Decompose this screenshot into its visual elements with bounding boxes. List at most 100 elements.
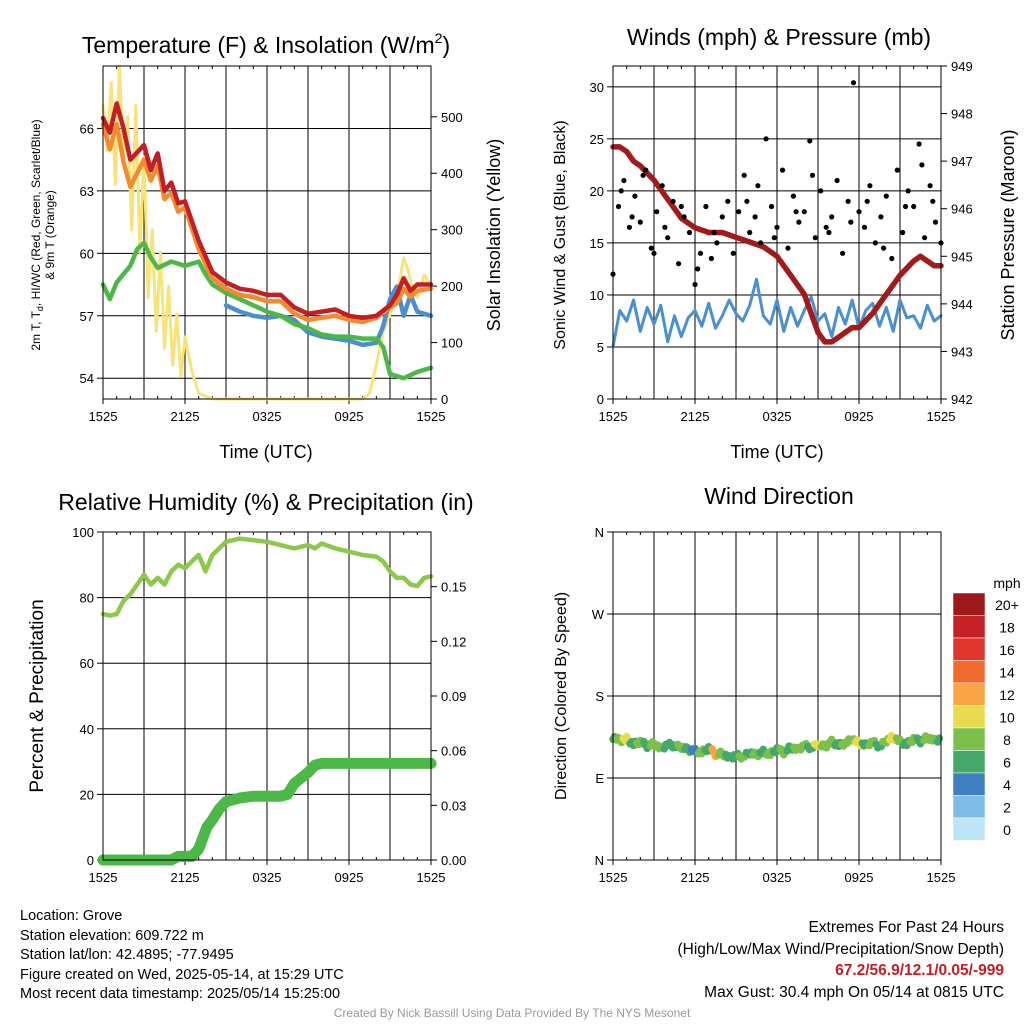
gust-point — [774, 224, 780, 230]
station-info: Location: Grove Station elevation: 609.7… — [20, 907, 344, 1005]
colorbar-swatch — [952, 592, 986, 616]
humidity-xtick-label: 1525 — [417, 870, 446, 885]
humidity-ytick-right-label: 0.15 — [441, 580, 466, 595]
colorbar-unit: mph — [993, 575, 1020, 591]
gust-point — [894, 167, 900, 173]
gust-point — [752, 214, 758, 220]
recent-timestamp: Most recent data timestamp: 2025/05/14 1… — [20, 986, 341, 1002]
colorbar-swatch — [952, 817, 986, 841]
winds-ytick-right-label: 949 — [951, 59, 973, 74]
temperature-ytick-right-label: 300 — [441, 223, 463, 238]
winds-ytick-label: 0 — [597, 392, 604, 407]
winds-ytick-right-label: 943 — [951, 344, 973, 359]
gust-point — [840, 250, 846, 256]
temperature-series-green — [100, 240, 434, 381]
temperature-series-red — [100, 101, 434, 321]
temperature-ylabel-left: 2m T, Td, HI/WC (Red, Green, Scarlet/Blu… — [29, 119, 45, 350]
colorbar-swatch — [952, 705, 986, 729]
humidity-xtick-label: 0925 — [335, 870, 364, 885]
humidity-frame — [102, 531, 432, 861]
gust-point — [850, 80, 857, 86]
direction-xtick-label: 0925 — [845, 870, 874, 885]
colorbar-swatch — [952, 682, 986, 706]
winds-ytick-right-label: 947 — [951, 154, 973, 169]
temperature-ylabel-right: Solar Insolation (Yellow) — [484, 139, 504, 331]
humidity-ytick-right-label: 0.00 — [441, 853, 466, 868]
colorbar-label: 6 — [1003, 755, 1011, 771]
gust-point — [916, 141, 922, 147]
humidity-ytick-label: 20 — [80, 787, 94, 802]
gust-point — [823, 224, 829, 230]
humidity-ytick-right-label: 0.09 — [441, 689, 466, 704]
gust-point — [867, 183, 873, 189]
temperature-ytick-label: 63 — [80, 184, 94, 199]
gust-point — [889, 255, 895, 262]
humidity-ytick-right-label: 0.06 — [441, 744, 466, 759]
gust-point — [665, 235, 671, 241]
winds-ytick-right-label: 948 — [951, 107, 973, 122]
gust-point — [758, 240, 764, 246]
gust-point — [659, 183, 665, 189]
gust-point — [730, 250, 736, 256]
gust-point — [801, 209, 807, 215]
gust-point — [676, 261, 682, 267]
colorbar-swatch — [952, 660, 986, 684]
gust-point — [861, 224, 868, 230]
gust-point — [848, 219, 854, 225]
winds-xtick-label: 2125 — [681, 409, 710, 424]
humidity-ytick-label: 80 — [80, 591, 94, 606]
colorbar-label: 4 — [1003, 777, 1011, 793]
gust-point — [878, 214, 884, 220]
winds-ylabel-left: Sonic Wind & Gust (Blue, Black) — [552, 120, 569, 349]
direction-ylabel: Direction (Colored By Speed) — [553, 592, 570, 800]
winds-xtick-label: 0925 — [845, 409, 874, 424]
winds-sustained-line — [611, 277, 943, 349]
temperature-ytick-right-label: 200 — [441, 279, 463, 294]
direction-ytick-label: N — [595, 853, 604, 868]
temperature-xtick-label: 0925 — [335, 409, 364, 424]
winds-xlabel: Time (UTC) — [730, 442, 823, 462]
temperature-xlabel: Time (UTC) — [219, 442, 312, 462]
humidity-title: Relative Humidity (%) & Precipitation (i… — [58, 489, 473, 515]
humidity-ytick-right-label: 0.12 — [441, 634, 466, 649]
temperature-xtick-label: 2125 — [171, 409, 200, 424]
gust-point — [922, 235, 928, 241]
humidity-ytick-label: 40 — [80, 722, 94, 737]
temperature-title: Temperature (F) & Insolation (W/m2) — [82, 30, 450, 58]
gust-point — [621, 177, 627, 184]
winds-frame — [612, 65, 942, 400]
gust-point — [615, 203, 622, 210]
direction-xtick-label: 0325 — [763, 870, 792, 885]
extremes-title: Extremes For Past 24 Hours — [808, 919, 1004, 936]
winds-ytick-label: 5 — [597, 340, 604, 355]
precip-line — [97, 757, 437, 866]
direction-frame — [612, 531, 942, 861]
gust-point — [768, 203, 775, 210]
humidity-ytick-label: 0 — [87, 853, 94, 868]
temperature-ylabel-left-2: & 9m T (Orange) — [43, 190, 57, 280]
temperature-ytick-right-label: 100 — [441, 336, 463, 351]
gust-point — [654, 209, 660, 215]
gust-point — [807, 138, 813, 144]
winds-ytick-label: 25 — [590, 132, 604, 147]
gust-point — [651, 250, 657, 256]
gust-point — [911, 203, 917, 210]
gust-point — [779, 167, 786, 173]
colorbar-label: 14 — [999, 665, 1015, 681]
gust-point — [697, 250, 704, 256]
gust-point — [678, 203, 684, 210]
temperature-ytick-label: 66 — [80, 121, 94, 136]
gust-point — [881, 245, 887, 251]
gust-point — [703, 203, 709, 210]
temperature-ytick-right-label: 500 — [441, 110, 463, 125]
humidity-ylabel: Percent & Precipitation — [27, 599, 48, 792]
winds-ytick-label: 10 — [590, 288, 604, 303]
temperature-ytick-right-label: 400 — [441, 166, 463, 181]
colorbar-label: 20+ — [995, 597, 1019, 613]
gust-point — [927, 183, 933, 189]
direction-xtick-label: 1525 — [927, 870, 956, 885]
direction-ytick-label: E — [595, 771, 604, 786]
humidity-panel: Relative Humidity (%) & Precipitation (i… — [27, 489, 474, 885]
figure-created: Figure created on Wed, 2025-05-14, at 15… — [20, 966, 344, 983]
